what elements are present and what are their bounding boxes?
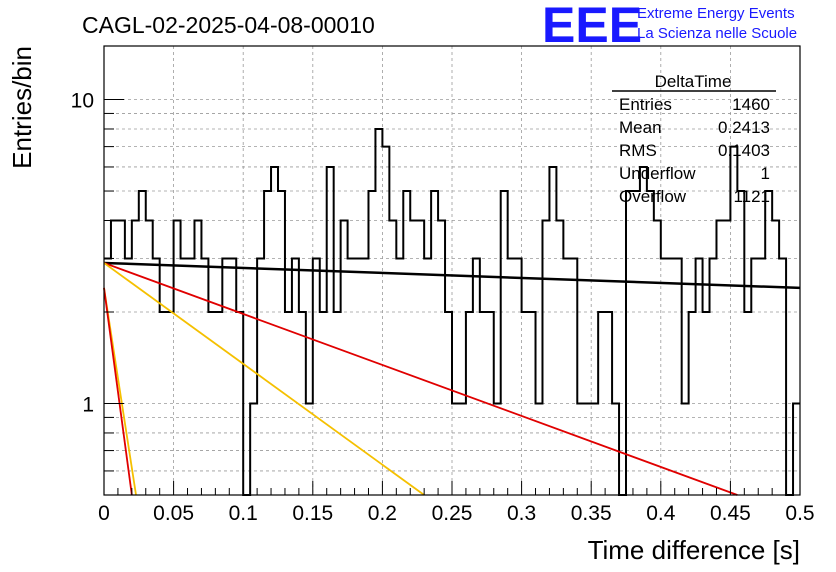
x-tick-label: 0.25 [432,502,473,525]
stats-value: 0.2413 [718,118,770,137]
x-axis: 0 0.05 0.1 0.15 0.2 0.25 0.3 0.35 0.4 0.45 0.5 [98,481,815,525]
stats-label: RMS [619,141,657,160]
x-tick-label: 0.5 [785,502,814,525]
histogram [104,127,800,496]
logo-mark: EEE [542,0,642,53]
stats-title: DeltaTime [655,72,732,91]
stats-value: 0.1403 [718,141,770,160]
stats-label: Overflow [619,187,687,206]
histogram-outline [104,127,800,496]
stats-label: Entries [619,95,672,114]
y-tick-label: 10 [71,90,94,113]
y-tick-label: 1 [82,393,94,416]
stats-value: 1 [761,164,770,183]
y-axis-label: Entries/bin [7,46,37,169]
stats-value: 1460 [732,95,770,114]
logo-line-1: Extreme Energy Events [637,5,795,22]
fit-lines [103,261,801,496]
stats-value: 1121 [733,187,770,206]
x-tick-label: 0.15 [292,502,333,525]
stats-label: Mean [619,118,662,137]
fit-line [103,261,801,290]
fit-line [103,262,738,496]
x-tick-label: 0.05 [153,502,194,525]
x-tick-label: 0 [98,502,110,525]
x-tick-label: 0.2 [368,502,397,525]
logo-line-2: La Scienza nelle Scuole [637,25,797,42]
x-axis-label: Time difference [s] [588,535,800,565]
x-tick-label: 0.45 [710,502,751,525]
fit-line [103,287,133,496]
x-tick-label: 0.3 [507,502,536,525]
fit-line [103,262,425,496]
x-tick-label: 0.4 [646,502,676,525]
stats-label: Underflow [619,164,696,183]
stats-box: DeltaTime Entries 1460 Mean 0.2413 RMS 0.1403… [612,72,776,206]
x-tick-label: 0.1 [229,502,258,525]
chart-title: CAGL-02-2025-04-08-00010 [82,12,375,38]
x-tick-label: 0.35 [571,502,612,525]
y-axis: 1 10 [71,90,124,472]
eee-logo: EEE Extreme Energy Events La Scienza nel… [542,0,797,53]
